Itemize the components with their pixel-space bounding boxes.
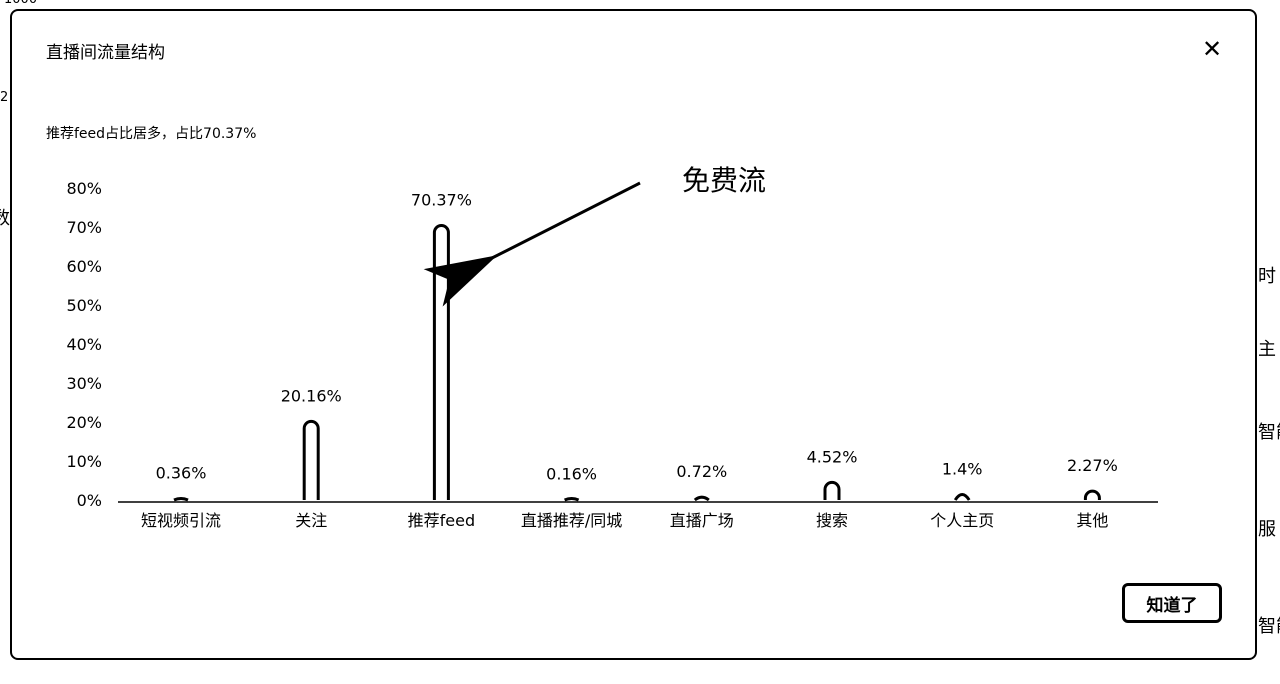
y-tick-label: 40% [66,335,102,354]
bar-value-label: 2.27% [1067,456,1118,475]
bar-value-label: 0.72% [676,462,727,481]
y-tick-label: 20% [66,413,102,432]
bg-fragment: 时 [1258,266,1276,287]
bg-fragment: 1000 [4,0,37,7]
close-icon[interactable]: ✕ [1201,35,1223,63]
bg-fragment: 2 [0,90,9,105]
bar [564,497,580,502]
bg-fragment: 主 [1258,339,1276,360]
chart-subtitle: 推荐feed占比居多，占比70.37% [46,126,257,142]
bar [432,224,450,500]
y-tick-label: 0% [77,491,102,510]
y-tick-label: 10% [66,452,102,471]
bar-value-label: 4.52% [807,447,858,466]
bg-fragment: 服 [1258,519,1276,540]
x-category-label: 个人主页 [930,511,994,530]
bg-fragment: 智能 [1258,616,1280,637]
x-category-label: 直播广场 [670,511,734,530]
annotation-arrow [423,181,641,307]
bar [953,493,971,501]
ok-button[interactable]: 知道了 [1122,583,1222,623]
traffic-structure-modal: 直播间流量结构 ✕ 推荐feed占比居多，占比70.37% 知道了 [10,9,1257,660]
modal-title: 直播间流量结构 [46,43,165,63]
y-tick-label: 60% [66,257,102,276]
bar [823,480,841,500]
free-traffic-annotation: 免费流 [682,164,766,197]
bar-value-label: 0.16% [546,464,597,483]
bg-fragment: 数 [0,208,10,229]
bar [1083,489,1101,500]
bar [173,497,189,502]
bar [302,419,320,500]
x-category-label: 直播推荐/同城 [521,511,622,530]
bar [693,495,710,502]
bar-value-label: 0.36% [156,464,207,483]
bar-value-label: 1.4% [942,460,983,479]
bar-value-label: 20.16% [281,386,342,405]
bg-fragment: 智能 [1258,422,1280,443]
y-tick-label: 80% [66,179,102,198]
x-category-label: 关注 [295,511,327,530]
x-category-label: 搜索 [816,511,848,530]
x-category-label: 短视频引流 [141,511,221,530]
bar-value-label: 70.37% [411,191,472,210]
y-tick-label: 30% [66,374,102,393]
x-category-label: 其他 [1076,511,1108,530]
x-category-label: 推荐feed [408,511,475,530]
y-tick-label: 70% [66,218,102,237]
y-tick-label: 50% [66,296,102,315]
